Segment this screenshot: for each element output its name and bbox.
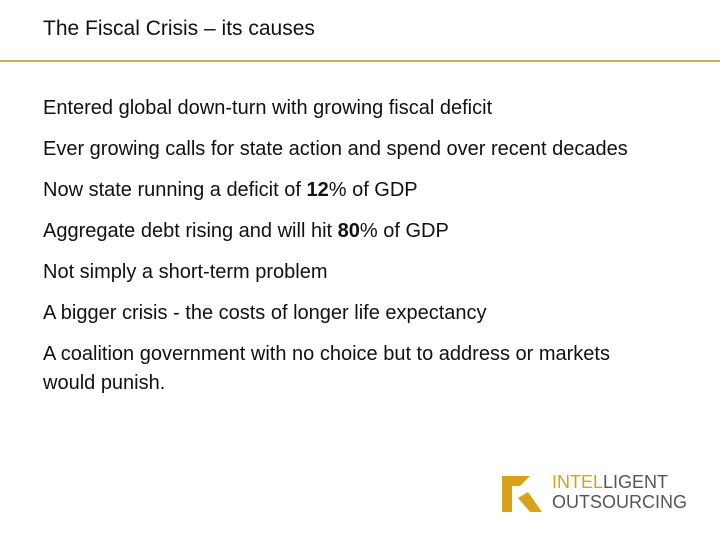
bullet-text-tail: % of GDP [328, 179, 418, 201]
bullet-item: Entered global down-turn with growing fi… [43, 94, 653, 123]
bullet-item: A coalition government with no choice bu… [43, 340, 653, 398]
bullet-highlight-value: 12 [306, 179, 329, 201]
bullet-text: A coalition government with no choice bu… [43, 343, 610, 394]
title-divider [0, 60, 720, 62]
intelligent-outsourcing-logo-mark-icon [502, 476, 542, 512]
bullet-list: Entered global down-turn with growing fi… [43, 94, 653, 410]
bullet-text: Entered global down-turn with growing fi… [43, 97, 493, 119]
bullet-item: Aggregate debt rising and will hit 80% o… [43, 217, 653, 246]
logo-line-2: OUTSOURCING [552, 492, 687, 512]
bullet-item: Not simply a short-term problem [43, 258, 653, 287]
bullet-text: Now state running a deficit of [43, 179, 307, 201]
bullet-text: Not simply a short-term problem [43, 261, 328, 283]
logo-line-1-rest: LIGENT [603, 472, 669, 492]
bullet-highlight-value: 80 [337, 220, 360, 242]
company-logo: INTELLIGENT OUTSOURCING [500, 470, 700, 515]
bullet-item: Now state running a deficit of 12% of GD… [43, 176, 653, 205]
bullet-text: Ever growing calls for state action and … [43, 138, 628, 160]
logo-wordmark: INTELLIGENT OUTSOURCING [552, 472, 687, 512]
logo-line-1: INTELLIGENT [552, 472, 687, 492]
bullet-text: Aggregate debt rising and will hit [43, 220, 338, 242]
bullet-text: A bigger crisis - the costs of longer li… [43, 302, 487, 324]
bullet-item: Ever growing calls for state action and … [43, 135, 653, 164]
bullet-text-tail: % of GDP [359, 220, 449, 242]
logo-line-1-highlight: INTEL [552, 472, 604, 492]
bullet-item: A bigger crisis - the costs of longer li… [43, 299, 653, 328]
slide-title: The Fiscal Crisis – its causes [43, 17, 315, 40]
